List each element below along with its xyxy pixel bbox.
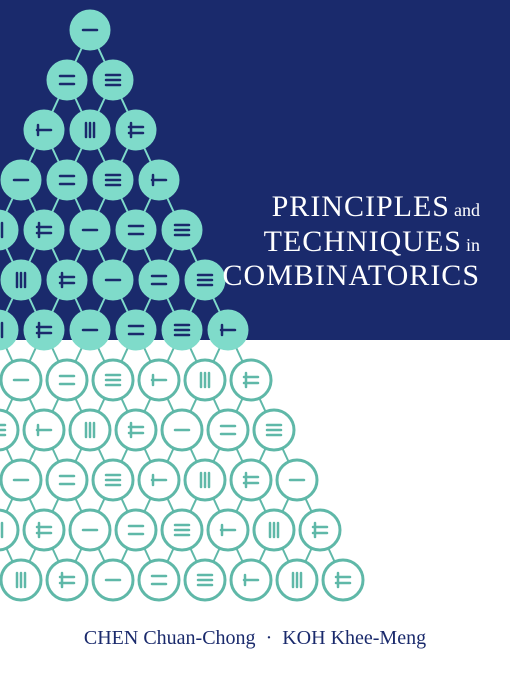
authors-line: CHEN Chuan-Chong · KOH Khee-Meng xyxy=(0,627,510,650)
author-1-given: Chuan-Chong xyxy=(143,627,255,649)
title-word-and: and xyxy=(454,200,480,220)
title-word-combinatorics: COMBINATORICS xyxy=(223,259,481,292)
author-separator: · xyxy=(266,627,273,649)
title-word-techniques: TECHNIQUES xyxy=(264,225,462,258)
pascal-triangle-diagram xyxy=(0,0,510,640)
title-word-principles: PRINCIPLES xyxy=(272,190,450,223)
title-block: PRINCIPLES and TECHNIQUES in COMBINATORI… xyxy=(223,190,481,294)
title-word-in: in xyxy=(466,235,480,255)
author-2-surname: KOH xyxy=(282,627,325,649)
book-cover: PRINCIPLES and TECHNIQUES in COMBINATORI… xyxy=(0,0,510,680)
author-1-surname: CHEN xyxy=(84,627,138,649)
author-2-given: Khee-Meng xyxy=(331,627,427,649)
